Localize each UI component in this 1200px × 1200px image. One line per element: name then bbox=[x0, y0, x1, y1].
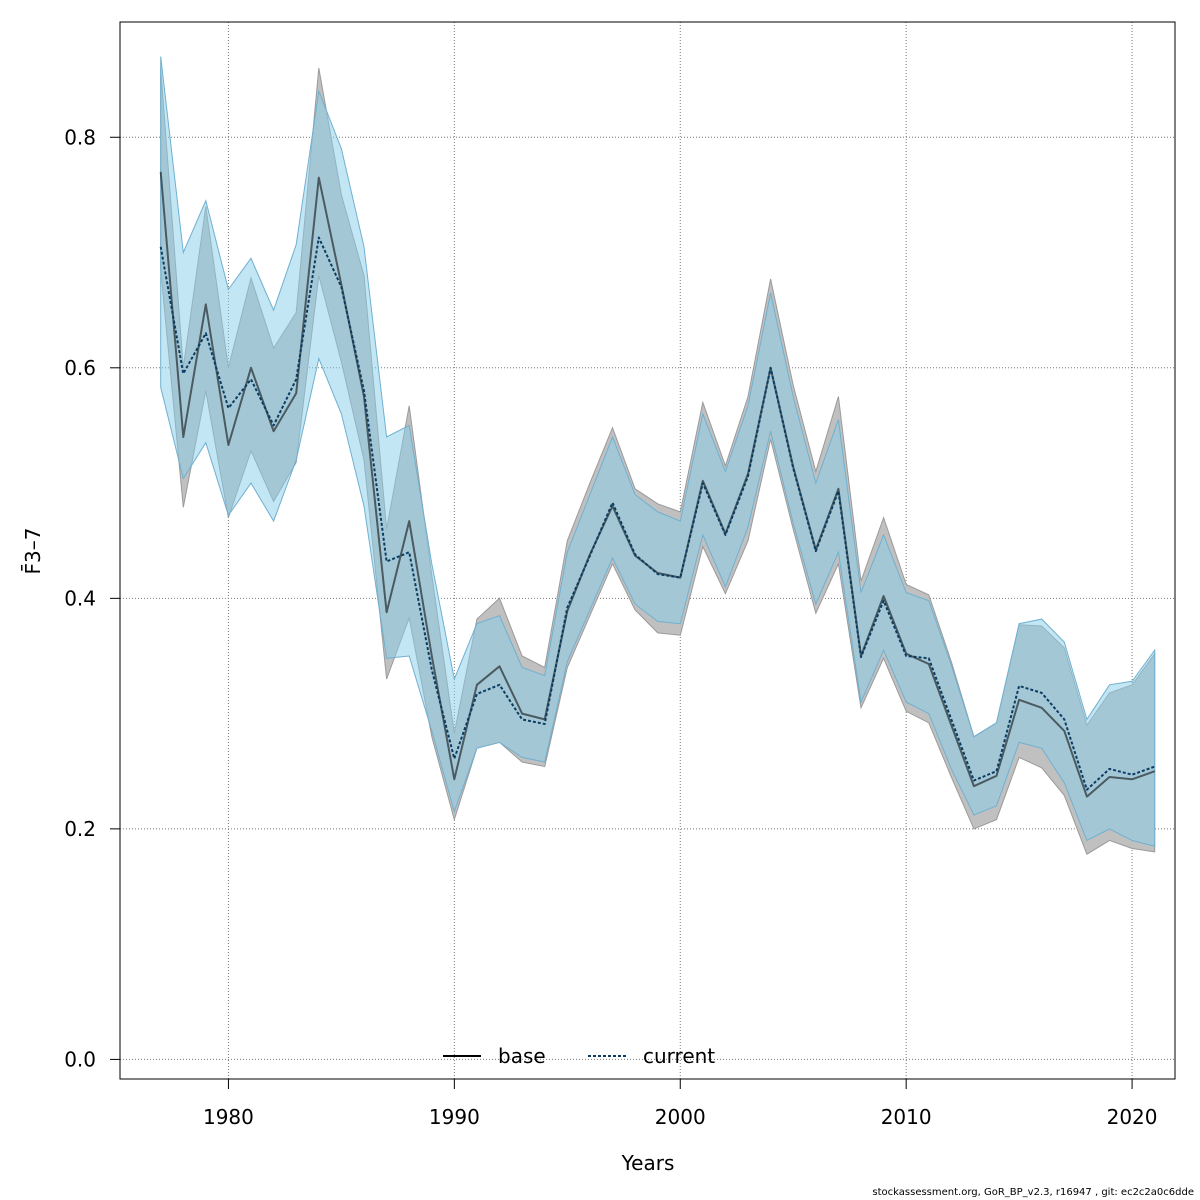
x-tick-label: 2020 bbox=[1107, 1105, 1158, 1129]
legend-base-label: base bbox=[498, 1044, 546, 1068]
y-tick-label: 0.0 bbox=[64, 1047, 96, 1071]
legend: base current bbox=[443, 1044, 715, 1068]
series-line-current bbox=[159, 236, 1156, 791]
x-axis-title: Years bbox=[621, 1151, 675, 1175]
y-tick-label: 0.6 bbox=[64, 356, 96, 380]
x-axis: 1980 1990 2000 2010 2020 bbox=[203, 1078, 1158, 1129]
series-lines bbox=[159, 171, 1156, 798]
confidence-bands bbox=[160, 56, 1156, 855]
y-tick-label: 0.8 bbox=[64, 125, 96, 149]
legend-current-label: current bbox=[643, 1044, 715, 1068]
x-tick-label: 2000 bbox=[655, 1105, 706, 1129]
band-current bbox=[160, 56, 1156, 847]
y-tick-label: 0.2 bbox=[64, 817, 96, 841]
y-axis: 0.0 0.2 0.4 0.6 0.8 bbox=[64, 125, 120, 1071]
y-axis-title: F̄3–7 bbox=[20, 528, 45, 575]
x-tick-label: 1980 bbox=[203, 1105, 254, 1129]
y-tick-label: 0.4 bbox=[64, 586, 96, 610]
footer-credit: stockassessment.org, GoR_BP_v2.3, r16947… bbox=[872, 1187, 1194, 1198]
x-tick-label: 1990 bbox=[429, 1105, 480, 1129]
x-tick-label: 2010 bbox=[881, 1105, 932, 1129]
